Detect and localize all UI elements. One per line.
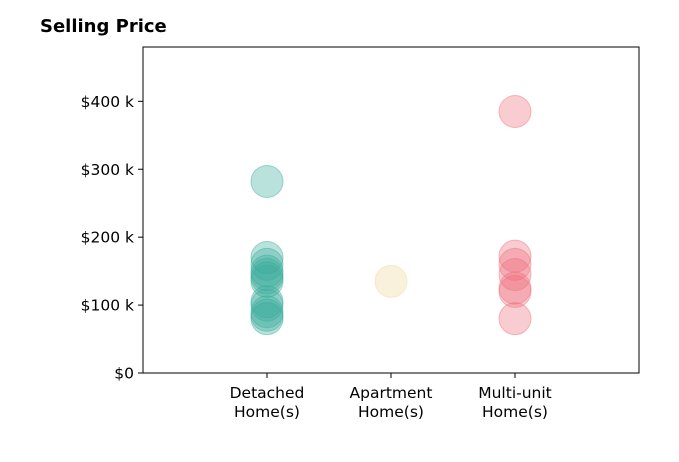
data-point: [250, 285, 284, 319]
data-point: [498, 302, 532, 336]
data-point: [498, 239, 532, 273]
y-tick-label: $200 k: [81, 229, 134, 247]
data-point: [250, 264, 284, 298]
data-point: [250, 241, 284, 275]
chart-title: Selling Price: [40, 16, 167, 37]
data-point: [498, 95, 532, 129]
data-points: [250, 95, 532, 336]
data-point: [250, 258, 284, 292]
data-point: [250, 295, 284, 329]
data-point: [250, 298, 284, 332]
data-point: [250, 254, 284, 288]
x-axis-ticks: Detached Home(s) Apartment Home(s) Multi-uni…: [230, 373, 552, 421]
y-tick-label: $300 k: [81, 161, 134, 179]
plot-area-frame: [142, 46, 640, 374]
data-point: [250, 261, 284, 295]
y-tick-label: $0: [114, 365, 134, 383]
data-point: [374, 264, 408, 298]
x-tick-label: Apartment Home(s): [350, 384, 433, 421]
x-tick-label: Detached Home(s): [230, 384, 305, 421]
data-point: [498, 271, 532, 305]
data-point: [250, 302, 284, 336]
y-tick-label: $400 k: [81, 93, 134, 111]
x-tick-label: Multi-unit Home(s): [478, 384, 552, 421]
data-point: [250, 164, 284, 198]
data-point: [498, 258, 532, 292]
data-point: [250, 247, 284, 281]
data-point: [250, 288, 284, 322]
y-axis-ticks: $0 $100 k $200 k $300 k $400 k: [81, 93, 143, 383]
data-point: [498, 275, 532, 308]
data-point: [498, 247, 532, 281]
y-tick-label: $100 k: [81, 297, 134, 315]
